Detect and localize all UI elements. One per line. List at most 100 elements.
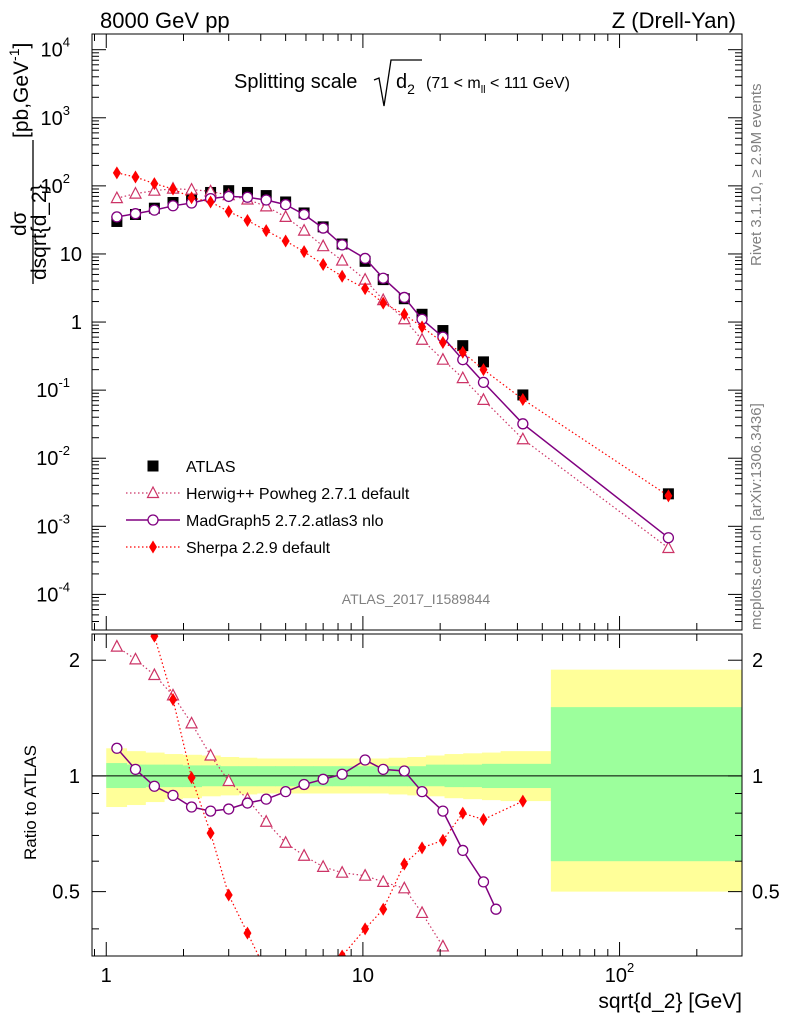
point-sherpa-20: [518, 392, 527, 406]
point-sherpa-ratio-18: [458, 806, 467, 820]
point-madgraph-21: [662, 532, 675, 544]
point-sherpa-4: [187, 191, 196, 205]
point-herwig-ratio-0: [110, 639, 124, 652]
point-herwig-16: [415, 332, 429, 345]
point-herwig-ratio-1: [129, 652, 142, 665]
point-sherpa-ratio-9: [282, 988, 290, 1001]
ylabel-den: dsqrt{d_2}: [28, 184, 51, 280]
series-atlas: [111, 185, 674, 500]
point-herwig-ratio-16: [415, 905, 429, 919]
point-madgraph-9: [279, 198, 292, 211]
header-left: 8000 GeV pp: [100, 8, 230, 33]
point-herwig-ratio-11: [316, 859, 330, 872]
legend: ATLAS Herwig++ Powheg 2.7.1 default MadGra…: [126, 459, 410, 557]
point-herwig-11: [316, 238, 330, 252]
y-tick-label-base: 10: [36, 584, 58, 606]
y-tick-label-main-6: 102: [41, 171, 70, 198]
point-herwig-ratio-15: [397, 881, 411, 894]
main-plot-area: [110, 166, 675, 554]
point-herwig-20: [516, 431, 530, 445]
y-tick-label-main-2: 10-2: [36, 443, 70, 470]
y-tick-label-base: 10: [41, 108, 63, 130]
x-tick-label-base: 10: [605, 965, 627, 987]
point-sherpa-ratio-7: [243, 926, 252, 940]
point-madgraph-ratio-11: [317, 773, 329, 785]
point-herwig-ratio-14: [376, 874, 390, 887]
point-sherpa-ratio-13: [361, 922, 370, 936]
point-madgraph-ratio-6: [223, 803, 235, 815]
point-herwig-18: [456, 370, 470, 384]
main-title: Splitting scale: [234, 71, 357, 93]
series-line-sherpa: [116, 172, 669, 497]
title-cut-post: < 111 GeV): [486, 75, 570, 92]
point-madgraph-12: [336, 239, 348, 251]
point-sherpa-ratio-20: [518, 794, 527, 808]
y-tick-label-ratio-right-0: 0.5: [752, 882, 780, 904]
point-madgraph-13: [359, 252, 371, 265]
series-sherpa: [112, 166, 673, 503]
x-tick-label-0: 1: [101, 965, 112, 987]
point-madgraph-ratio-16: [416, 786, 428, 798]
point-sherpa-ratio-15: [400, 857, 409, 871]
y-tick-label-ratio-0: 0.5: [52, 882, 80, 904]
series-madgraph: [111, 190, 675, 544]
point-sherpa-0: [112, 166, 121, 180]
point-sherpa-3: [168, 182, 177, 196]
point-atlas-18: [457, 340, 469, 352]
point-madgraph-ratio-14: [377, 763, 389, 776]
series-sherpa-ratio: [113, 494, 527, 1001]
y-tick-label-ratio-1: 1: [69, 766, 80, 788]
point-sherpa-ratio-5: [206, 826, 215, 840]
title-main-text: Splitting scale: [234, 71, 357, 93]
y-tick-label-exponent: -3: [58, 511, 70, 526]
ratio-axis-ticks: 0.5 0.51 12 21 10 102: [52, 634, 780, 987]
y-tick-label-base: 10: [41, 40, 63, 62]
rivet-label: Rivet 3.1.10, ≥ 2.9M events: [748, 84, 765, 267]
point-herwig-ratio-17: [436, 939, 450, 952]
point-sherpa-18: [458, 345, 467, 359]
main-frame: [91, 33, 743, 631]
ylabel-unit-post: ]: [10, 43, 33, 49]
point-madgraph-ratio-9: [279, 786, 292, 798]
point-madgraph-ratio-3: [167, 789, 179, 802]
point-sherpa-5: [206, 195, 215, 209]
uncertainty-band-inner: [550, 707, 742, 862]
point-herwig-ratio-10: [297, 848, 311, 861]
point-sherpa-ratio-16: [418, 841, 427, 855]
point-sherpa-ratio-14: [379, 902, 388, 916]
y-tick-label-exponent: 2: [63, 171, 70, 186]
ylabel-unit-pre: [pb,GeV: [10, 61, 33, 138]
legend-label-herwig: Herwig++ Powheg 2.7.1 default: [186, 486, 410, 503]
x-tick-label-base: 10: [352, 965, 374, 987]
point-atlas-19: [477, 356, 489, 368]
point-madgraph-11: [317, 222, 329, 234]
point-herwig-ratio-2: [147, 667, 161, 681]
point-sherpa-ratio-8: [262, 965, 270, 978]
point-sherpa-17: [438, 336, 447, 350]
point-sherpa-12: [338, 269, 347, 283]
series-madgraph-ratio: [111, 742, 502, 915]
mcplots-label: mcplots.cern.ch [arXiv:1306.3436]: [748, 403, 765, 630]
point-sherpa-ratio-1: [131, 556, 139, 569]
point-madgraph-ratio-0: [111, 742, 123, 754]
point-herwig-ratio-13: [358, 868, 372, 881]
title-cut-pre: (71 < m: [426, 75, 481, 92]
series-line-sherpa-ratio: [153, 634, 524, 956]
point-sherpa-7: [243, 214, 252, 228]
point-sherpa-14: [379, 296, 388, 310]
point-sherpa-10: [300, 245, 309, 259]
y-tick-label-ratio-right-1: 1: [752, 766, 763, 788]
y-tick-label-exponent: -4: [58, 579, 70, 594]
point-madgraph-ratio-12: [336, 768, 348, 780]
legend-label-sherpa: Sherpa 2.2.9 default: [186, 540, 331, 557]
y-tick-label-main-0: 10-4: [36, 579, 70, 606]
legend-label-atlas: ATLAS: [186, 459, 236, 476]
title-cut: (71 < mll < 111 GeV): [426, 75, 570, 96]
legend-marker-herwig: [146, 485, 160, 499]
point-herwig-ratio-4: [185, 716, 199, 729]
point-herwig-9: [279, 209, 293, 223]
y-tick-label-exponent: -2: [58, 443, 70, 458]
point-madgraph-ratio-20: [490, 903, 502, 915]
point-sherpa-ratio-0: [113, 494, 121, 507]
point-madgraph-ratio-1: [129, 763, 142, 776]
